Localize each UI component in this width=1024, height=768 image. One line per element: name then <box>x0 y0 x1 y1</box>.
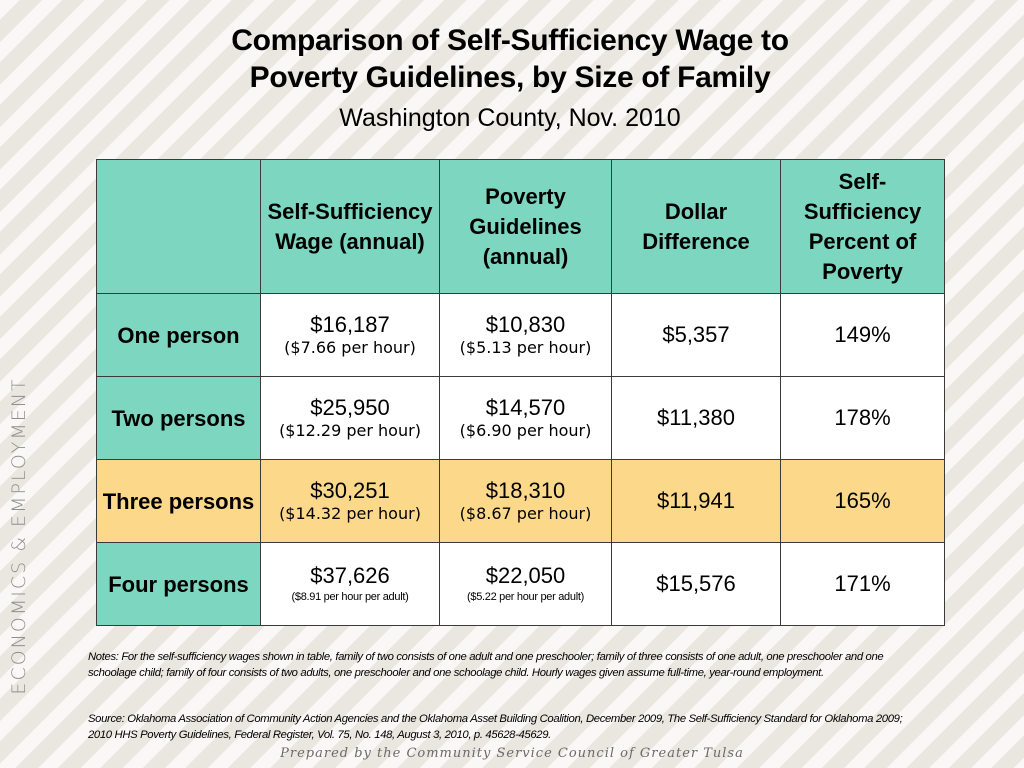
page-subtitle: Washington County, Nov. 2010 <box>339 104 681 132</box>
ssw-hourly: ($12.29 per hour) <box>279 421 421 440</box>
ssw-annual: $16,187 <box>310 312 390 337</box>
header-self-sufficiency-wage: Self-Sufficiency Wage (annual) <box>260 159 440 294</box>
header-percent-of-poverty: Self-Sufficiency Percent of Poverty <box>780 159 945 294</box>
poverty-annual: $22,050 <box>485 563 566 588</box>
percent-cell: 165% <box>780 459 945 543</box>
header-dollar-difference: Dollar Difference <box>611 159 781 294</box>
ssw-annual: $30,251 <box>310 478 390 503</box>
row-label: One person <box>96 293 261 377</box>
ssw-cell: $30,251 ($14.32 per hour) <box>260 459 440 543</box>
ssw-cell: $25,950 ($12.29 per hour) <box>260 376 440 460</box>
poverty-annual: $18,310 <box>485 478 566 503</box>
row-label: Four persons <box>96 542 261 626</box>
row-label: Two persons <box>96 376 261 460</box>
footer-credit: Prepared by the Community Service Counci… <box>280 746 744 761</box>
header-corner <box>96 159 261 294</box>
table-row-highlighted: Three persons $30,251 ($14.32 per hour) … <box>96 459 945 543</box>
side-section-label: ECONOMICS & EMPLOYMENT <box>8 377 30 695</box>
notes-text: Notes: For the self-sufficiency wages sh… <box>88 651 884 679</box>
header-poverty-guidelines: Poverty Guidelines (annual) <box>439 159 612 294</box>
comparison-table: Self-Sufficiency Wage (annual) Poverty G… <box>96 159 945 626</box>
percent-cell: 171% <box>780 542 945 626</box>
ssw-cell: $16,187 ($7.66 per hour) <box>260 293 440 377</box>
ssw-annual: $25,950 <box>310 395 390 420</box>
row-label: Three persons <box>96 459 261 543</box>
poverty-cell: $14,570 ($6.90 per hour) <box>439 376 612 460</box>
ssw-annual: $37,626 <box>310 563 390 588</box>
difference-cell: $5,357 <box>611 293 781 377</box>
source-text: Source: Oklahoma Association of Communit… <box>88 713 903 741</box>
percent-cell: 178% <box>780 376 945 460</box>
poverty-cell: $10,830 ($5.13 per hour) <box>439 293 612 377</box>
page-title: Comparison of Self-Sufficiency Wage to P… <box>150 22 870 96</box>
poverty-hourly: ($6.90 per hour) <box>459 421 592 440</box>
poverty-hourly: ($5.13 per hour) <box>459 338 592 357</box>
poverty-hourly: ($5.22 per hour per adult) <box>467 591 584 603</box>
percent-cell: 149% <box>780 293 945 377</box>
table-row: Two persons $25,950 ($12.29 per hour) $1… <box>96 376 945 460</box>
poverty-annual: $10,830 <box>485 312 566 337</box>
ssw-hourly: ($8.91 per hour per adult) <box>291 591 409 603</box>
difference-cell: $11,941 <box>611 459 781 543</box>
poverty-hourly: ($8.67 per hour) <box>459 504 592 523</box>
difference-cell: $15,576 <box>611 542 781 626</box>
title-line-1: Comparison of Self-Sufficiency Wage to <box>231 24 789 57</box>
poverty-cell: $18,310 ($8.67 per hour) <box>439 459 612 543</box>
difference-cell: $11,380 <box>611 376 781 460</box>
poverty-annual: $14,570 <box>485 395 566 420</box>
table-header-row: Self-Sufficiency Wage (annual) Poverty G… <box>96 159 945 294</box>
poverty-cell: $22,050 ($5.22 per hour per adult) <box>439 542 612 626</box>
ssw-hourly: ($7.66 per hour) <box>284 338 416 357</box>
table-row: One person $16,187 ($7.66 per hour) $10,… <box>96 293 945 377</box>
table-row: Four persons $37,626 ($8.91 per hour per… <box>96 542 945 626</box>
ssw-cell: $37,626 ($8.91 per hour per adult) <box>260 542 440 626</box>
ssw-hourly: ($14.32 per hour) <box>279 504 421 523</box>
title-line-2: Poverty Guidelines, by Size of Family <box>249 61 771 94</box>
